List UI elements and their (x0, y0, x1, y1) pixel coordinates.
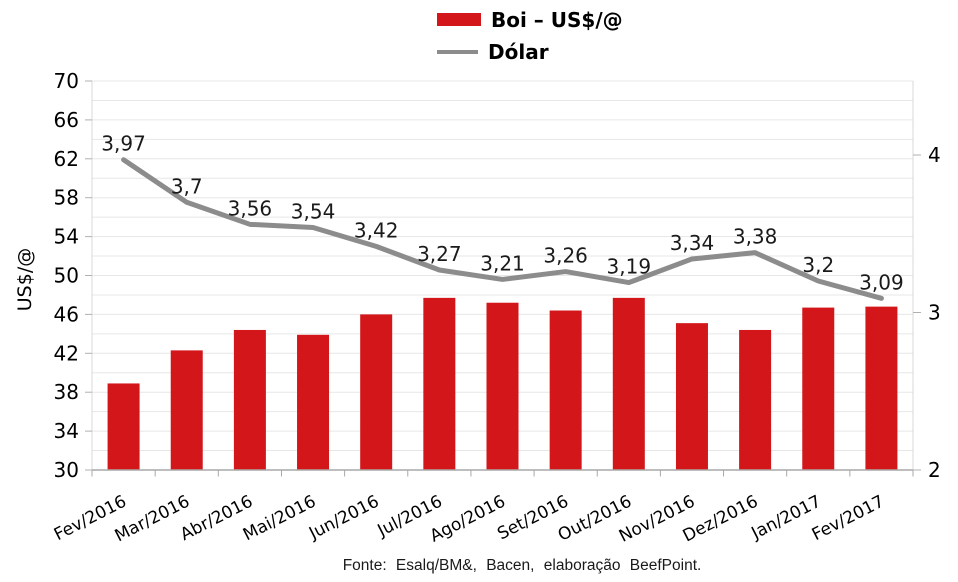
bar-dez-2016 (739, 329, 772, 470)
y-tick-label: 38 (54, 380, 79, 404)
legend-label-dolar: Dólar (488, 39, 549, 64)
legend: Boi – US$/@ Dólar (437, 5, 623, 66)
line-point-label: 3,97 (101, 132, 146, 156)
bar-fev-2016 (107, 383, 140, 470)
y-tick-label: 42 (54, 341, 79, 365)
y-tick-label: 62 (54, 147, 79, 171)
y-tick-label: 34 (54, 419, 79, 443)
right-tick-label: 2 (928, 458, 941, 482)
line-point-label: 3,21 (480, 251, 525, 275)
legend-label-boi: Boi – US$/@ (491, 7, 623, 32)
dolar-line (121, 157, 884, 301)
y-tick-label: 50 (54, 264, 79, 288)
bar-mar-2016 (170, 350, 203, 470)
legend-item-dolar: Dólar (437, 37, 623, 66)
bar-jun-2016 (360, 314, 393, 470)
bar-nov-2016 (675, 323, 708, 470)
line-point-label: 3,56 (228, 196, 273, 220)
x-tick-label: Jun/2016 (305, 492, 382, 545)
bar-set-2016 (549, 310, 582, 470)
line-point-label: 3,38 (733, 225, 778, 249)
line-legend-swatch-icon (437, 49, 478, 54)
y-tick-label: 58 (54, 186, 79, 210)
x-tick-label: Mai/2016 (240, 492, 319, 546)
line-point-label: 3,7 (171, 174, 203, 198)
y-tick-label: 54 (54, 225, 79, 249)
line-point-label: 3,54 (291, 199, 336, 223)
right-tick-label: 3 (928, 301, 941, 325)
source-note: Fonte: Esalq/BM&, Bacen, elaboração Beef… (342, 557, 702, 574)
bar-out-2016 (612, 297, 645, 470)
line-point-label: 3,34 (670, 231, 715, 255)
legend-item-boi: Boi – US$/@ (437, 5, 623, 34)
bar-jul-2016 (423, 297, 456, 470)
y-tick-label: 70 (54, 69, 79, 93)
right-tick-label: 4 (928, 143, 941, 167)
y-tick-label: 30 (54, 458, 79, 482)
line-point-label: 3,27 (417, 242, 462, 266)
bar-fev-2017 (865, 306, 898, 470)
bar-abr-2016 (233, 329, 266, 470)
y-tick-label: 66 (54, 108, 79, 132)
bar-jan-2017 (802, 307, 835, 470)
line-point-label: 3,09 (859, 270, 904, 294)
bar-ago-2016 (486, 302, 519, 470)
bar-legend-swatch-icon (437, 13, 481, 26)
line-point-label: 3,42 (354, 218, 399, 242)
line-point-label: 3,2 (802, 253, 834, 277)
bar-mai-2016 (297, 334, 330, 470)
x-tick-label: Fev/2017 (809, 492, 888, 545)
line-point-label: 3,19 (607, 255, 652, 279)
left-axis-title: US$/@ (14, 248, 36, 311)
y-tick-label: 46 (54, 302, 79, 326)
line-point-label: 3,26 (543, 244, 588, 268)
